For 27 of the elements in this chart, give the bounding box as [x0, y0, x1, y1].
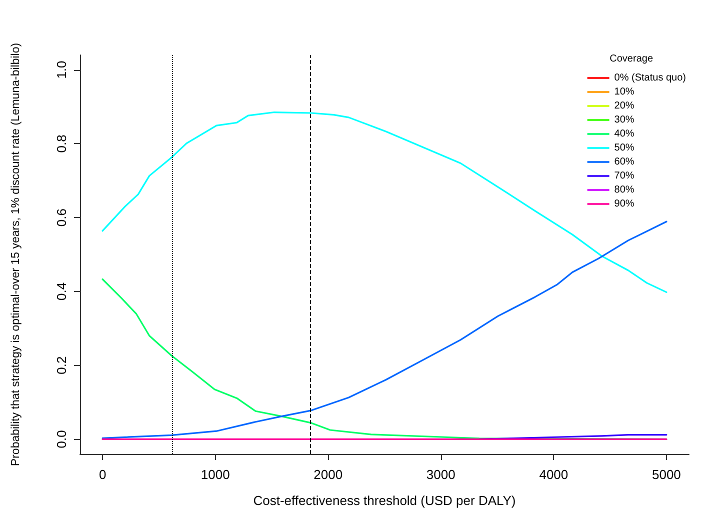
x-tick-label: 5000	[652, 467, 681, 482]
x-tick-label: 0	[98, 467, 106, 482]
y-tick-label: 0.8	[54, 134, 69, 153]
x-axis-title: Cost-effectiveness threshold (USD per DALY)	[253, 493, 516, 508]
y-tick-label: 0.4	[54, 282, 69, 300]
legend-label: 70%	[614, 170, 634, 182]
legend-label: 50%	[614, 142, 634, 154]
legend-label: 80%	[614, 184, 634, 196]
legend-label: 90%	[614, 198, 634, 210]
legend-label: 10%	[614, 86, 634, 98]
y-axis-title: Probability that strategy is optimal-over 15 years, 1% discount rate (Lemuna-bilbilo)	[10, 42, 22, 466]
y-tick-label: 0.2	[54, 356, 69, 374]
y-tick-label: 0.6	[54, 208, 69, 227]
legend-title: Coverage	[610, 54, 654, 64]
x-tick-label: 3000	[426, 467, 456, 482]
legend-label: 60%	[614, 156, 634, 168]
x-tick-label: 1000	[200, 467, 230, 482]
line-series	[102, 220, 668, 439]
x-tick-label: 4000	[539, 467, 568, 482]
legend-label: 40%	[614, 128, 634, 140]
legend-label: 20%	[614, 100, 634, 112]
legend-label: 0% (Status quo)	[614, 72, 686, 84]
y-tick-label: 1.0	[54, 60, 69, 79]
y-tick-label: 0.0	[54, 430, 69, 448]
x-tick-label: 2000	[314, 467, 343, 482]
legend-label: 30%	[614, 114, 634, 126]
line-series	[102, 111, 668, 293]
